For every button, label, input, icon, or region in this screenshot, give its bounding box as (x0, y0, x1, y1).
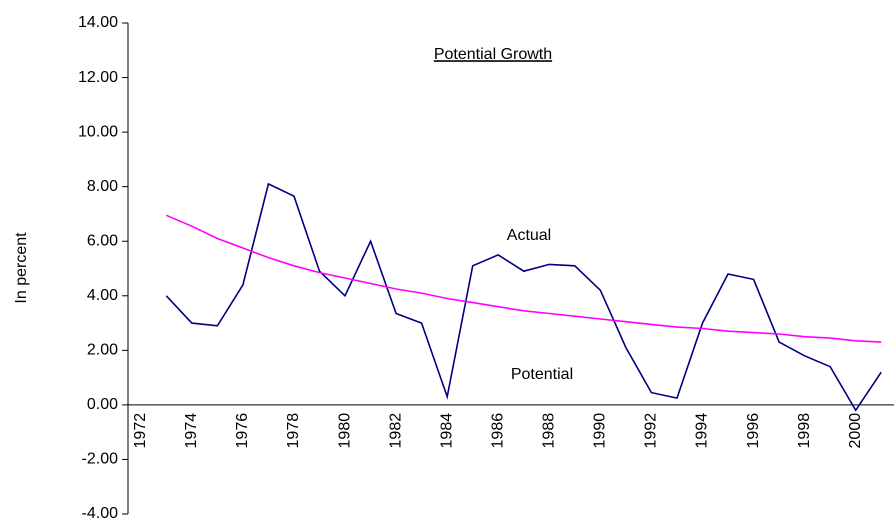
series-line (165, 182, 882, 412)
series-label: Potential (511, 366, 573, 383)
series-label: Actual (507, 227, 551, 244)
y-tick-label: 10.00 (78, 123, 118, 140)
y-tick-label: 0.00 (87, 396, 118, 413)
y-tick-label: 12.00 (78, 69, 118, 86)
x-tick-label: 1998 (796, 413, 813, 449)
x-tick-label: 1978 (285, 413, 302, 449)
x-tick-label: 1992 (643, 413, 660, 449)
y-tick-label: 4.00 (87, 287, 118, 304)
y-tick-label: 8.00 (87, 178, 118, 195)
y-tick-label: 14.00 (78, 14, 118, 31)
y-tick-label: 6.00 (87, 232, 118, 249)
y-tick-label: -4.00 (82, 505, 119, 522)
x-tick-label: 1976 (234, 413, 251, 449)
x-tick-label: 1982 (387, 413, 404, 449)
chart-title: Potential Growth (434, 46, 552, 63)
x-tick-label: 1996 (745, 413, 762, 449)
y-tick-label: 2.00 (87, 342, 118, 359)
x-tick-label: 1988 (541, 413, 558, 449)
series-line (165, 214, 882, 343)
y-axis-label: In percent (13, 232, 30, 304)
x-tick-label: 1994 (694, 413, 711, 449)
x-tick-label: 2000 (847, 413, 864, 449)
x-tick-label: 1974 (183, 413, 200, 449)
x-tick-label: 1972 (132, 413, 149, 449)
x-tick-label: 1980 (336, 413, 353, 449)
y-tick-label: -2.00 (82, 451, 119, 468)
x-tick-label: 1990 (592, 413, 609, 449)
x-tick-label: 1984 (438, 413, 455, 449)
x-tick-label: 1986 (489, 413, 506, 449)
